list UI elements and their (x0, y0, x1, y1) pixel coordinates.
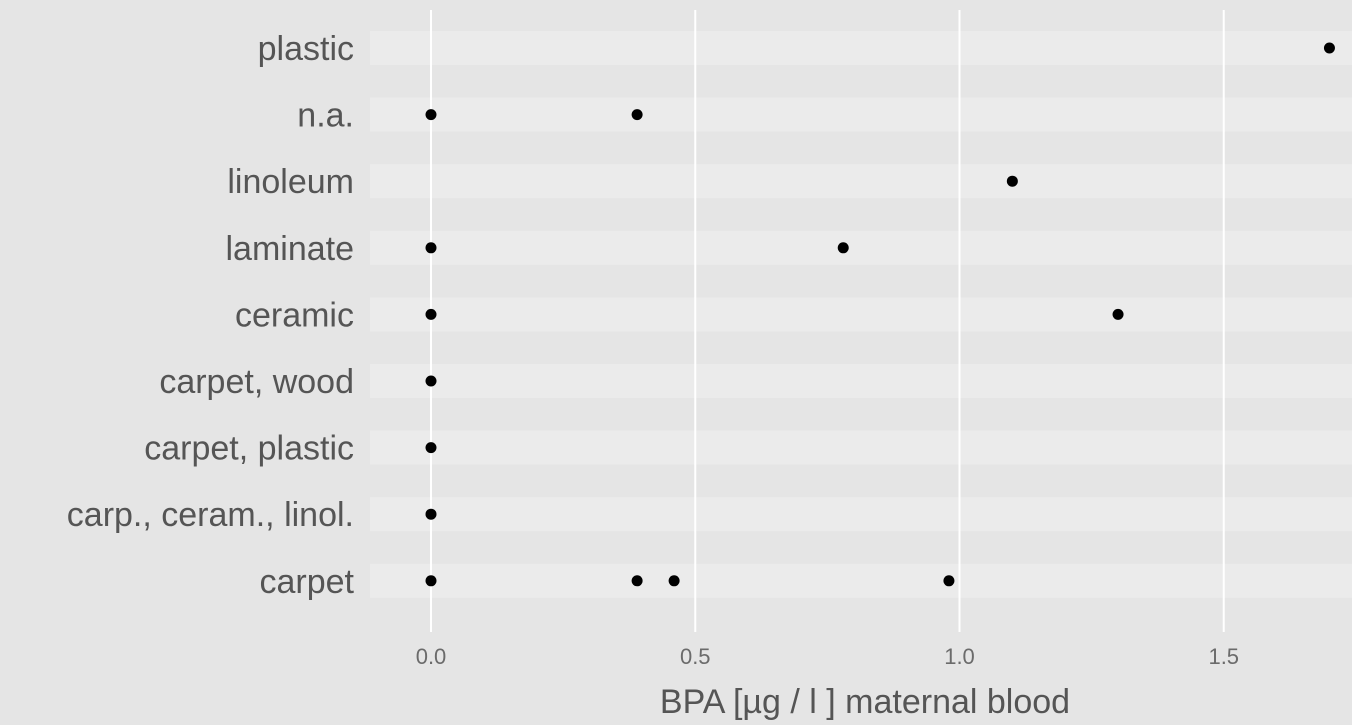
y-tick-label: laminate (225, 230, 354, 268)
y-tick-label: carpet (260, 563, 355, 601)
y-tick-label: linoleum (227, 163, 354, 201)
category-band (370, 364, 1352, 398)
x-tick-label: 0.0 (416, 644, 447, 669)
y-axis-labels: carpet carp., ceram., linol. carpet, plast… (67, 30, 355, 601)
x-axis-ticks: 0.00.51.01.52.02.53.0 (416, 644, 1239, 669)
category-band (370, 563, 1352, 598)
y-tick-label: carp., ceram., linol. (67, 496, 354, 534)
data-point (631, 575, 643, 587)
y-tick-label: carpet, wood (159, 363, 354, 401)
data-point (837, 242, 849, 254)
data-point (1112, 308, 1124, 320)
data-point (631, 109, 643, 121)
category-band (370, 97, 1352, 132)
y-tick-label: carpet, plastic (144, 430, 354, 468)
x-tick-label: 1.0 (944, 644, 975, 669)
data-point (1006, 175, 1018, 187)
data-points (425, 42, 1335, 587)
x-gridlines (430, 10, 1225, 632)
y-tick-label: ceramic (235, 296, 354, 334)
category-band (370, 497, 1352, 532)
y-tick-label: n.a. (297, 97, 354, 135)
data-point (943, 575, 955, 587)
category-band (370, 164, 1352, 199)
category-band (370, 430, 1352, 465)
y-tick-label: plastic (258, 30, 354, 68)
data-point (425, 308, 437, 320)
data-point (425, 575, 437, 587)
data-point (1323, 42, 1335, 54)
category-bands (370, 31, 1352, 598)
data-point (425, 442, 437, 454)
category-band (370, 31, 1352, 65)
category-band (370, 230, 1352, 265)
data-point (668, 575, 680, 587)
x-tick-label: 1.5 (1208, 644, 1239, 669)
data-point (425, 508, 437, 520)
data-point (425, 375, 437, 387)
data-point (425, 242, 437, 254)
category-band (370, 297, 1352, 332)
x-tick-label: 0.5 (680, 644, 711, 669)
data-point (425, 109, 437, 121)
x-axis-title: BPA [µg / l ] maternal blood (660, 683, 1070, 721)
